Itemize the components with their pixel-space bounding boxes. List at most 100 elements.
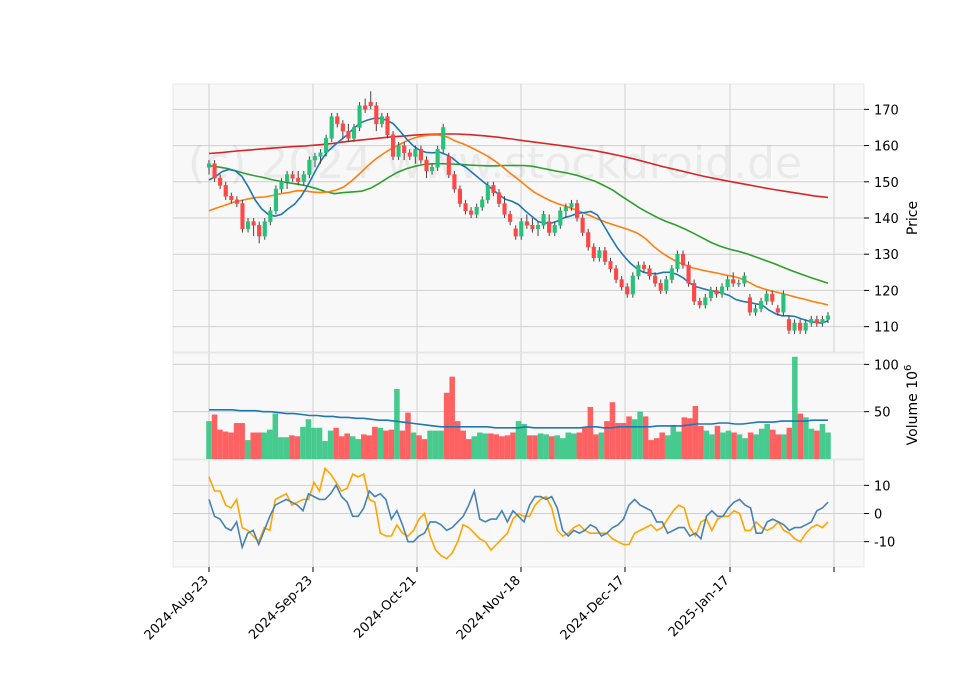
volume-bar bbox=[521, 423, 527, 459]
candle-body bbox=[563, 206, 568, 212]
candle-body bbox=[731, 279, 736, 284]
candle-body bbox=[736, 282, 741, 285]
candle-body bbox=[708, 290, 713, 298]
candle-body bbox=[390, 134, 396, 157]
candle-body bbox=[692, 282, 697, 302]
candle-body bbox=[312, 156, 318, 161]
volume-bar bbox=[344, 433, 350, 459]
volume-bar bbox=[416, 435, 422, 459]
volume-bar bbox=[559, 438, 566, 459]
x-tick-label: 2025-Jan-17 bbox=[666, 573, 733, 640]
candle-body bbox=[340, 123, 345, 132]
volume-bar bbox=[797, 413, 804, 459]
volume-bar bbox=[510, 432, 516, 459]
volume-bar bbox=[687, 418, 693, 459]
candle-body bbox=[619, 279, 624, 288]
oscillator-lines bbox=[208, 466, 829, 560]
volume-bar bbox=[515, 421, 522, 459]
y-tick-label: 0 bbox=[874, 508, 882, 523]
volume-bar bbox=[664, 435, 671, 459]
volume-bar bbox=[388, 429, 395, 459]
volume-bar bbox=[565, 432, 572, 459]
volume-bar bbox=[333, 427, 339, 459]
candle-body bbox=[268, 210, 273, 222]
volume-bar bbox=[377, 427, 384, 459]
y-tick-label: 160 bbox=[874, 140, 899, 155]
candle-body bbox=[324, 138, 329, 154]
candle-body bbox=[569, 203, 574, 208]
y-tick-label: 170 bbox=[874, 103, 899, 118]
y-tick-label: 110 bbox=[874, 321, 899, 336]
volume-bar bbox=[526, 435, 533, 459]
volume-bar bbox=[769, 429, 776, 459]
y-tick-label: 100 bbox=[874, 358, 899, 373]
candle-body bbox=[614, 268, 619, 280]
candle-body bbox=[469, 210, 474, 215]
candle-body bbox=[363, 105, 368, 110]
sma100-line bbox=[208, 162, 829, 284]
volume-bar bbox=[692, 406, 699, 459]
volume-bar bbox=[720, 432, 726, 459]
y-tick-label: 120 bbox=[874, 284, 899, 299]
volume-bars bbox=[206, 356, 831, 459]
candle-body bbox=[474, 206, 479, 215]
volume-bar bbox=[587, 406, 594, 459]
volume-bar bbox=[438, 430, 444, 459]
candle-body bbox=[368, 101, 373, 106]
volume-bar bbox=[410, 432, 417, 459]
volume-bar bbox=[781, 434, 787, 459]
volume-bar bbox=[372, 426, 378, 459]
candle-body bbox=[485, 185, 490, 201]
volume-bar bbox=[383, 430, 389, 459]
candle-body bbox=[480, 199, 485, 208]
candle-body bbox=[714, 290, 719, 295]
x-tick-label: 2024-Oct-21 bbox=[351, 573, 419, 641]
volume-bar bbox=[604, 421, 610, 459]
volume-bar bbox=[366, 435, 373, 459]
volume-bar bbox=[703, 430, 710, 459]
candle-body bbox=[357, 105, 362, 128]
volume-bar bbox=[499, 436, 505, 459]
volume-bar bbox=[316, 427, 323, 459]
volume-bar bbox=[825, 432, 831, 459]
candle-body bbox=[580, 217, 585, 233]
volume-bar bbox=[786, 427, 793, 459]
candle-body bbox=[435, 148, 440, 168]
volume-bar bbox=[571, 433, 577, 459]
volume-bar bbox=[432, 430, 439, 459]
candle-body bbox=[535, 224, 541, 230]
y-axis-ticks: 110 120 130 140 150 160 170 50 100 -10 0 10 bbox=[864, 103, 899, 551]
volume-bar bbox=[698, 425, 704, 459]
candle-body bbox=[285, 174, 290, 183]
volume-bar bbox=[659, 432, 665, 459]
volume-bar bbox=[394, 388, 400, 459]
y-tick-label: 130 bbox=[874, 248, 899, 263]
candle-body bbox=[206, 163, 212, 168]
volume-bar bbox=[349, 436, 356, 459]
candle-body bbox=[686, 264, 691, 284]
volume-bar bbox=[488, 433, 494, 459]
volume-bar bbox=[355, 439, 361, 459]
candle-body bbox=[703, 297, 708, 306]
volume-bar bbox=[814, 430, 820, 459]
volume-bar bbox=[449, 376, 455, 459]
volume-bar bbox=[427, 430, 433, 459]
volume-bar bbox=[670, 424, 677, 459]
candle-body bbox=[374, 105, 379, 125]
volume-bar bbox=[714, 425, 721, 459]
volume-bar bbox=[300, 426, 306, 459]
candle-body bbox=[418, 148, 423, 161]
candle-body bbox=[770, 293, 775, 302]
candle-body bbox=[647, 268, 652, 277]
sma200-line bbox=[208, 133, 829, 199]
candle-body bbox=[742, 275, 747, 284]
oscillator-line-orange bbox=[208, 466, 829, 560]
x-tick-label: 2024-Aug-23 bbox=[142, 573, 212, 643]
candle-body bbox=[825, 315, 831, 320]
volume-bar bbox=[327, 430, 334, 459]
volume-bar bbox=[322, 441, 328, 459]
candle-body bbox=[301, 174, 306, 183]
candle-body bbox=[351, 127, 357, 139]
